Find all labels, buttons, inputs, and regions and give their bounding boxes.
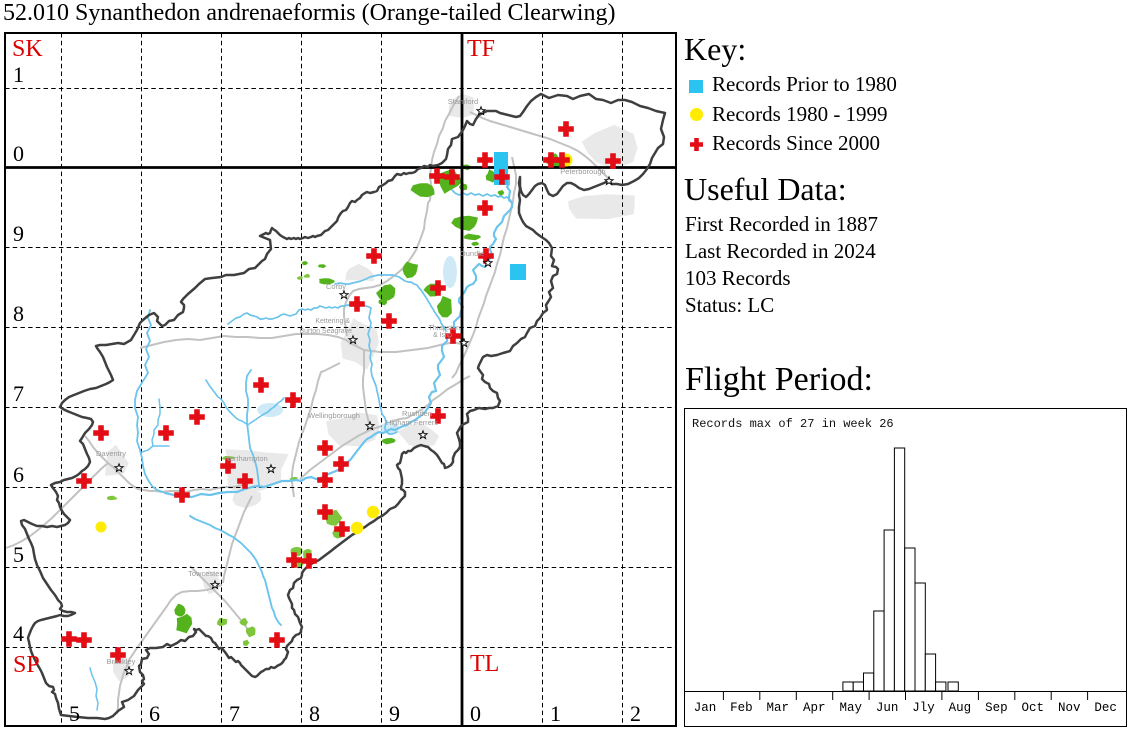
svg-text:8: 8 [13,301,24,326]
svg-text:TL: TL [470,651,499,677]
svg-text:1: 1 [550,701,561,726]
svg-text:9: 9 [389,701,400,726]
svg-text:0: 0 [470,701,481,726]
svg-text:TF: TF [467,36,495,62]
svg-text:Kettering &: Kettering & [315,318,350,325]
svg-text:May: May [839,701,862,715]
svg-text:Sep: Sep [985,701,1008,715]
svg-text:0: 0 [13,141,24,166]
svg-text:Feb: Feb [730,701,753,715]
svg-text:7: 7 [229,701,240,726]
svg-text:SP: SP [13,652,40,678]
svg-text:Oundle: Oundle [460,249,484,258]
svg-text:Jly: Jly [912,701,935,715]
svg-text:2: 2 [630,701,641,726]
svg-text:5: 5 [69,701,80,726]
svg-text:Dec: Dec [1094,701,1117,715]
svg-text:5: 5 [13,542,24,567]
svg-text:1: 1 [13,62,24,87]
svg-text:Burton Seagrave: Burton Seagrave [299,328,352,335]
svg-text:6: 6 [13,462,24,487]
svg-text:Jan: Jan [694,701,717,715]
svg-text:Aug: Aug [949,701,972,715]
svg-text:Towcester: Towcester [188,569,222,578]
svg-text:Daventry: Daventry [96,449,126,458]
svg-text:4: 4 [13,621,24,646]
svg-text:& Islip: & Islip [433,332,452,339]
svg-text:Thrapston: Thrapston [428,325,460,332]
svg-text:Corby: Corby [326,282,346,291]
svg-text:8: 8 [309,701,320,726]
svg-text:Records max of 27 in week 26: Records max of 27 in week 26 [692,417,894,431]
svg-text:Apr: Apr [803,701,826,715]
svg-text:7: 7 [13,381,24,406]
svg-text:Peterborough: Peterborough [560,167,605,176]
svg-text:6: 6 [149,701,160,726]
svg-text:Higham Ferrers: Higham Ferrers [386,418,438,427]
svg-text:9: 9 [13,221,24,246]
svg-text:SK: SK [12,36,43,62]
svg-text:Nov: Nov [1058,701,1081,715]
svg-text:Mar: Mar [767,701,790,715]
svg-text:Rushden: Rushden [402,409,432,418]
svg-text:Wellingborough: Wellingborough [308,411,360,420]
svg-text:Oct: Oct [1022,701,1045,715]
svg-text:Jun: Jun [876,701,899,715]
svg-text:Brackley: Brackley [107,657,136,666]
svg-text:Northampton: Northampton [224,454,267,463]
svg-text:Stamford: Stamford [448,97,478,106]
